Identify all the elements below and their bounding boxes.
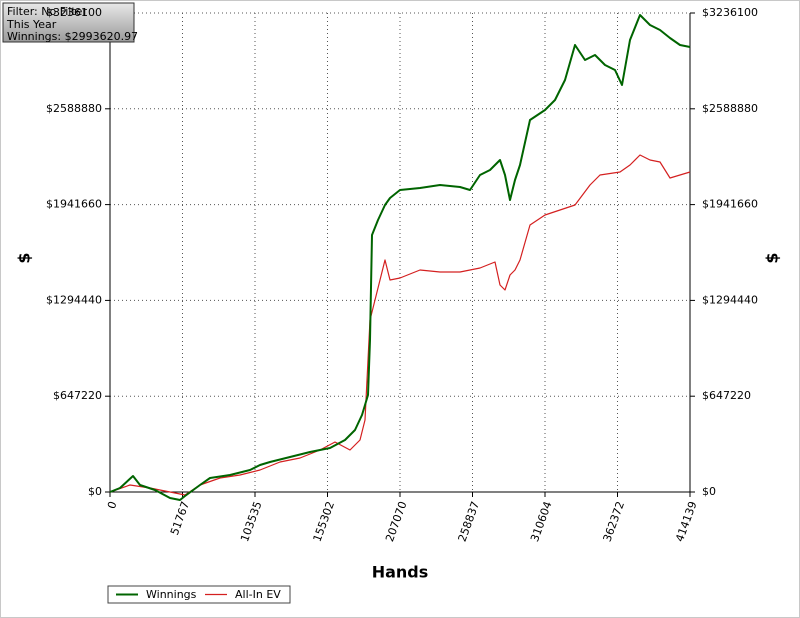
x-tick-label: 0 bbox=[105, 500, 120, 511]
y-axis-label: $ bbox=[15, 252, 34, 263]
legend-label: Winnings bbox=[146, 588, 197, 601]
y2-tick-label: $0 bbox=[702, 485, 716, 498]
x-axis-label: Hands bbox=[372, 563, 429, 582]
info-text: Winnings: $2993620.97 bbox=[7, 30, 138, 43]
info-box bbox=[2, 2, 135, 43]
y-tick-label: $647220 bbox=[53, 389, 102, 402]
legend-box bbox=[107, 585, 291, 604]
y-tick-label: $0 bbox=[88, 485, 102, 498]
y-tick-label: $2588880 bbox=[46, 102, 102, 115]
y-tick-label: $3236100 bbox=[46, 6, 102, 19]
legend-label: All-In EV bbox=[235, 588, 281, 601]
info-text: Filter: No Filter bbox=[7, 5, 87, 18]
y2-tick-label: $3236100 bbox=[702, 6, 758, 19]
series-line bbox=[109, 154, 691, 496]
y-axis-label: $ bbox=[763, 252, 782, 263]
y2-tick-label: $1294440 bbox=[702, 293, 758, 306]
y2-tick-label: $2588880 bbox=[702, 102, 758, 115]
series-line bbox=[109, 14, 691, 501]
info-text: This Year bbox=[6, 18, 57, 31]
y2-tick-label: $647220 bbox=[702, 389, 751, 402]
y2-tick-label: $1941660 bbox=[702, 198, 758, 211]
plot-area bbox=[105, 12, 695, 501]
y-tick-label: $1941660 bbox=[46, 198, 102, 211]
y-tick-label: $1294440 bbox=[46, 293, 102, 306]
